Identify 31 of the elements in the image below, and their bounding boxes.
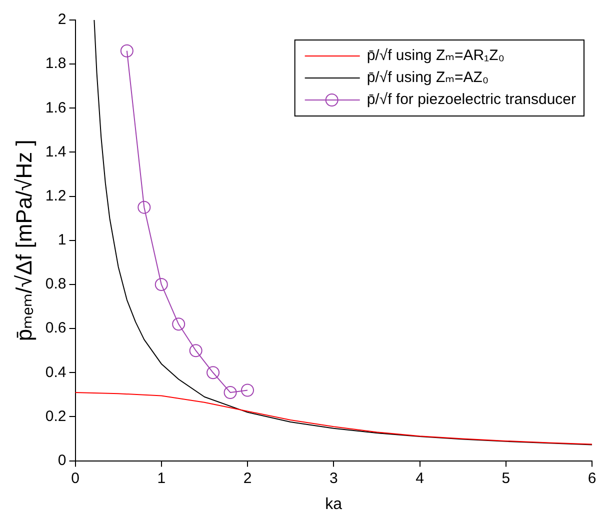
x-tick-label: 5 bbox=[502, 470, 510, 487]
y-tick-label: 1.4 bbox=[45, 143, 66, 160]
y-tick-label: 1.8 bbox=[45, 55, 66, 72]
legend-label: p̄/√f using Zₘ=AZ₀ bbox=[366, 69, 489, 86]
y-tick-label: 0.4 bbox=[45, 364, 66, 381]
point bbox=[154, 278, 168, 291]
y-tick-label: 1 bbox=[58, 232, 66, 249]
x-tick-label: 6 bbox=[588, 470, 596, 487]
legend-label: p̄/√f for piezoelectric transducer bbox=[366, 91, 576, 108]
point bbox=[241, 384, 254, 397]
y-tick-label: 1.2 bbox=[45, 187, 66, 204]
point bbox=[172, 318, 186, 331]
legend-label: p̄/√f using Zₘ=AR₁Z₀ bbox=[366, 47, 505, 64]
x-axis-title: ka bbox=[325, 496, 342, 513]
point bbox=[224, 386, 237, 399]
x-tick-label: 2 bbox=[243, 470, 252, 487]
x-tick-label: 4 bbox=[416, 470, 424, 487]
point bbox=[206, 366, 220, 380]
y-tick-label: 0 bbox=[58, 452, 66, 469]
point bbox=[120, 44, 134, 58]
y-tick-label: 0.8 bbox=[45, 276, 66, 293]
x-tick-label: 0 bbox=[71, 470, 80, 487]
point bbox=[138, 200, 151, 214]
y-axis-title: p̄ₘₑₘ/√Δf [mPa/√Hz ] bbox=[11, 140, 36, 342]
y-tick-label: 0.6 bbox=[45, 320, 66, 337]
y-tick-label: 1.6 bbox=[45, 99, 66, 116]
x-tick-label: 1 bbox=[157, 470, 166, 487]
y-tick-label: 2 bbox=[58, 11, 66, 28]
y-tick-label: 0.2 bbox=[45, 408, 66, 425]
point bbox=[189, 344, 202, 358]
x-tick-label: 3 bbox=[329, 470, 338, 487]
